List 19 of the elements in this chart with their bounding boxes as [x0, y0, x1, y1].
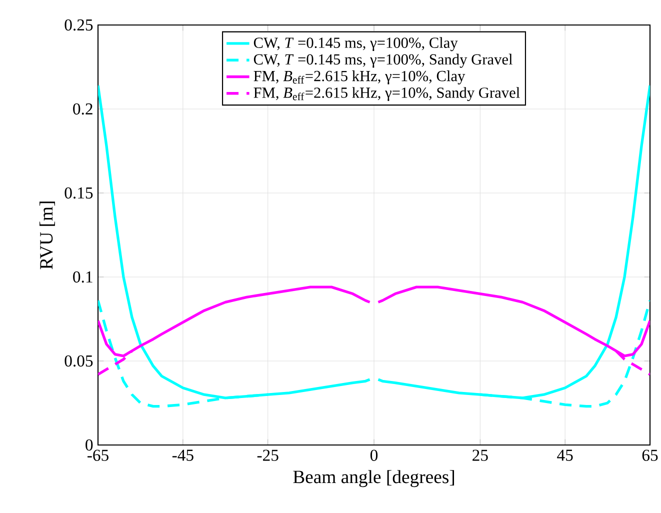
- legend-label: CW, T =0.145 ms, γ=100%, Clay: [254, 37, 458, 52]
- x-tick-label: 0: [370, 450, 378, 461]
- legend-label: FM, B$_{eff}$=2.615 kHz, γ=10%, Sandy Gravel: [254, 87, 520, 102]
- y-tick-label: 0.25: [64, 19, 93, 31]
- legend-label: FM, B$_{eff}$=2.615 kHz, γ=10%, Clay: [254, 70, 466, 84]
- x-tick-label: 25: [472, 450, 488, 461]
- legend-label: CW, T =0.145 ms, γ=100%, Sandy Gravel: [254, 54, 512, 68]
- x-axis-title: Beam angle [degrees]: [293, 470, 454, 488]
- y-tick-label: 0.15: [64, 187, 93, 199]
- x-tick-label: 65: [642, 450, 658, 461]
- x-tick-label: -45: [172, 450, 194, 461]
- y-tick-label: 0: [86, 439, 93, 451]
- x-tick-label: 45: [557, 450, 573, 461]
- x-tick-label: -65: [88, 450, 108, 461]
- y-tick-label: 0.2: [73, 103, 92, 115]
- x-tick-label: -25: [257, 450, 278, 461]
- y-tick-label: 0.1: [73, 271, 92, 283]
- y-tick-label: 0.05: [64, 355, 93, 367]
- y-axis-title: RVU [m]: [40, 202, 55, 270]
